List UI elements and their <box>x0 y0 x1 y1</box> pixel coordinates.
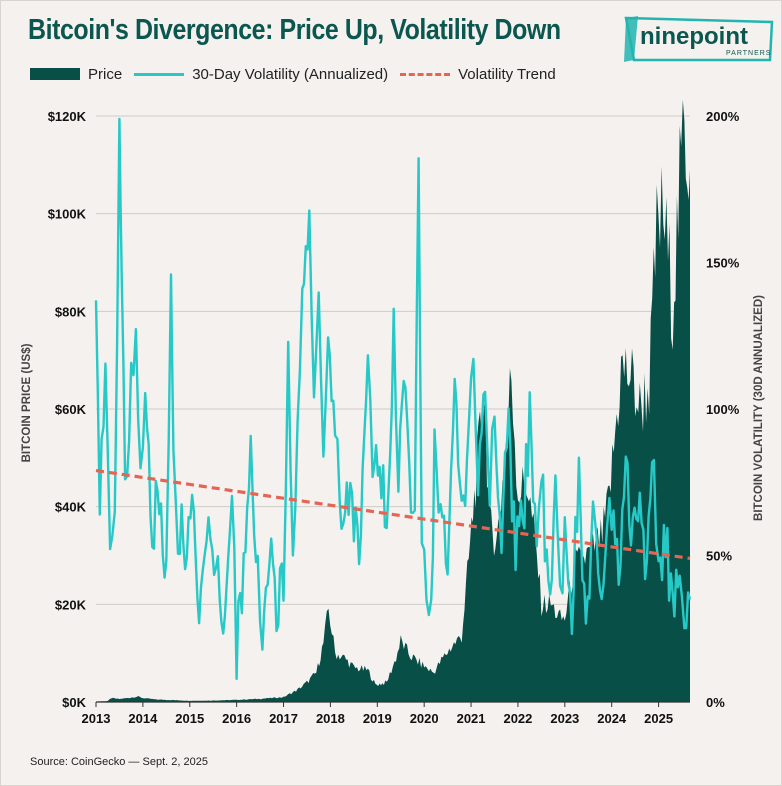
price-area <box>96 99 690 703</box>
y-left-tick-label: $40K <box>55 500 87 515</box>
ninepoint-logo: ninepoint PARTNERS <box>624 16 774 62</box>
y-left-tick-label: $120K <box>48 109 87 124</box>
y-right-tick-label: 0% <box>706 695 725 710</box>
legend-label-trend: Volatility Trend <box>458 65 556 83</box>
y-left-tick-label: $0K <box>62 695 86 710</box>
legend-swatch-volatility <box>134 72 185 76</box>
legend-item-volatility: 30-Day Volatility (Annualized) <box>134 66 388 83</box>
x-tick-label: 2017 <box>269 711 298 726</box>
logo-main-text: ninepoint <box>640 23 748 50</box>
x-tick-label: 2021 <box>457 711 486 726</box>
x-tick-label: 2016 <box>222 711 251 726</box>
y-left-tick-label: $80K <box>55 304 87 319</box>
price-series <box>96 99 690 703</box>
legend-swatch-trend <box>400 72 451 76</box>
legend-label-price: Price <box>88 65 123 83</box>
logo-sub-text: PARTNERS <box>726 50 771 57</box>
x-tick-label: 2015 <box>175 711 204 726</box>
x-tick-label: 2018 <box>316 711 345 726</box>
legend-label-volatility: 30-Day Volatility (Annualized) <box>192 65 389 83</box>
x-tick-label: 2022 <box>503 711 532 726</box>
volatility-series <box>94 117 692 681</box>
chart-legend: Price 30-Day Volatility (Annualized) Vol… <box>30 64 568 84</box>
y-left-tick-label: $100K <box>48 207 87 222</box>
x-tick-label: 2023 <box>550 711 579 726</box>
trend-series <box>95 468 691 561</box>
y-right-tick-label: 200% <box>706 109 740 124</box>
source-note: Source: CoinGecko — Sept. 2, 2025 <box>30 756 208 768</box>
y-right-tick-label: 50% <box>706 549 732 564</box>
x-tick-label: 2013 <box>82 711 111 726</box>
legend-swatch-price <box>30 68 80 80</box>
legend-item-trend: Volatility Trend <box>400 66 556 83</box>
volatility-trend-line <box>95 468 691 561</box>
y-right-tick-label: 150% <box>706 256 740 271</box>
y-left-axis-title: BITCOIN PRICE (US$) <box>21 343 33 462</box>
x-tick-label: 2025 <box>644 711 673 726</box>
x-tick-label: 2014 <box>128 711 158 726</box>
y-right-axis-title: BITCOIN VOLATILITY (30D ANNUALIZED) <box>753 295 765 521</box>
legend-item-price: Price <box>30 66 122 83</box>
axes: $0K $20K $40K $60K $80K $100K $120K 0% 50% 100% 15… <box>48 109 740 726</box>
y-left-tick-label: $20K <box>55 597 87 612</box>
y-left-tick-label: $60K <box>55 402 87 417</box>
y-right-tick-label: 100% <box>706 402 740 417</box>
volatility-line <box>94 117 692 681</box>
x-tick-label: 2020 <box>410 711 439 726</box>
x-tick-label: 2019 <box>363 711 392 726</box>
chart-title: Bitcoin's Divergence: Price Up, Volatili… <box>28 14 561 46</box>
x-tick-label: 2024 <box>597 711 627 726</box>
